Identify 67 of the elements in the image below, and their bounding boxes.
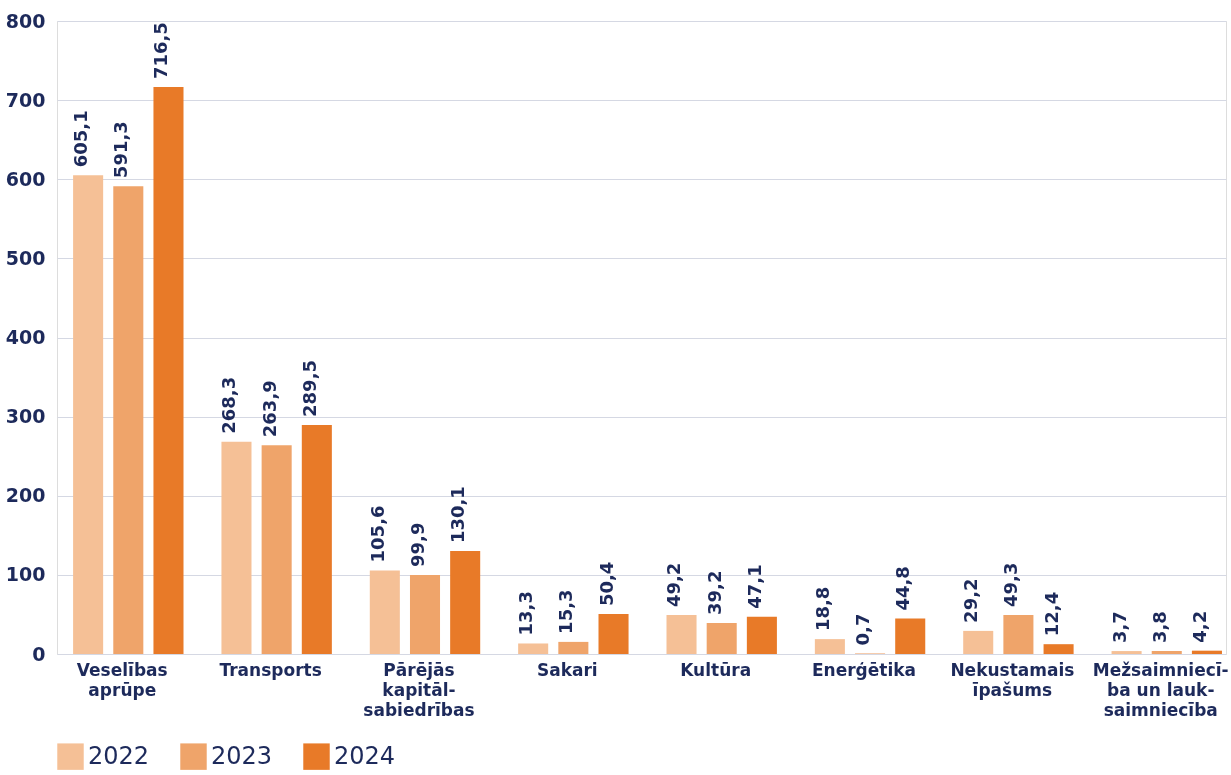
y-tick-label: 300 xyxy=(5,405,46,428)
x-tick-label: Sakari xyxy=(536,659,598,680)
data-label: 99,9 xyxy=(406,522,428,567)
y-tick-label: 700 xyxy=(5,88,46,111)
data-label: 605,1 xyxy=(70,110,92,168)
bar xyxy=(1151,650,1182,654)
data-label: 130,1 xyxy=(447,486,469,544)
x-tick-label: Veselības aprūpe xyxy=(76,659,168,700)
y-tick-label: 0 xyxy=(32,642,46,665)
bar xyxy=(409,574,441,654)
data-label: 49,2 xyxy=(663,562,685,608)
data-label: 263,9 xyxy=(258,380,280,438)
bar xyxy=(450,551,481,654)
bar xyxy=(1043,644,1074,654)
bar xyxy=(814,639,845,654)
data-label: 4,2 xyxy=(1188,610,1210,643)
data-label: 13,3 xyxy=(515,591,537,636)
data-label: 268,3 xyxy=(218,376,240,434)
bar xyxy=(369,570,400,654)
data-label: 50,4 xyxy=(595,561,617,607)
data-label: 591,3 xyxy=(110,121,132,179)
bar xyxy=(895,618,926,654)
data-label: 289,5 xyxy=(298,360,320,417)
data-label: 15,3 xyxy=(555,589,577,634)
legend-label: 2023 xyxy=(211,741,273,770)
data-label: 105,6 xyxy=(366,505,388,563)
data-label: 716,5 xyxy=(150,22,172,80)
bar xyxy=(1003,614,1034,654)
bar xyxy=(221,441,252,654)
y-tick-label: 200 xyxy=(5,484,46,507)
x-tick-label: Mežsaimniecī- ba un lauk- saimniecība xyxy=(1092,659,1229,720)
bar xyxy=(963,630,994,654)
x-tick-label: Nekustamais īpašums xyxy=(950,659,1075,700)
y-tick-label: 400 xyxy=(5,326,46,348)
y-tick-label: 100 xyxy=(5,563,46,586)
data-label: 49,3 xyxy=(1000,562,1022,607)
bar xyxy=(598,614,629,654)
x-tick-label: Transports xyxy=(219,659,322,680)
legend-label: 2024 xyxy=(334,741,396,770)
data-label: 3,7 xyxy=(1108,611,1130,644)
bar xyxy=(113,186,144,654)
y-tick-label: 600 xyxy=(5,167,46,190)
x-tick-label: Kultūra xyxy=(680,659,752,680)
data-label: 0,7 xyxy=(852,613,874,646)
data-label: 44,8 xyxy=(892,566,914,611)
bar xyxy=(153,87,184,654)
y-tick-label: 800 xyxy=(5,9,46,32)
bar xyxy=(558,641,589,654)
data-label: 39,2 xyxy=(703,570,725,615)
bar xyxy=(706,622,737,654)
bar xyxy=(1191,650,1222,654)
x-tick-label: Enerģētika xyxy=(811,659,917,680)
data-label: 29,2 xyxy=(960,578,982,623)
data-label: 12,4 xyxy=(1040,591,1062,637)
bar xyxy=(261,445,292,654)
data-label: 3,8 xyxy=(1148,611,1170,643)
y-tick-label: 500 xyxy=(5,246,46,269)
data-label: 47,1 xyxy=(743,564,765,609)
bar xyxy=(746,616,777,654)
x-tick-label: Pārējās kapitāl- sabiedrības xyxy=(363,659,475,720)
bar xyxy=(666,615,697,654)
bar xyxy=(1111,651,1142,654)
bar xyxy=(518,643,549,654)
data-label: 18,8 xyxy=(811,586,833,632)
legend-label: 2022 xyxy=(88,741,150,770)
bar xyxy=(73,175,104,654)
bar xyxy=(301,424,332,654)
